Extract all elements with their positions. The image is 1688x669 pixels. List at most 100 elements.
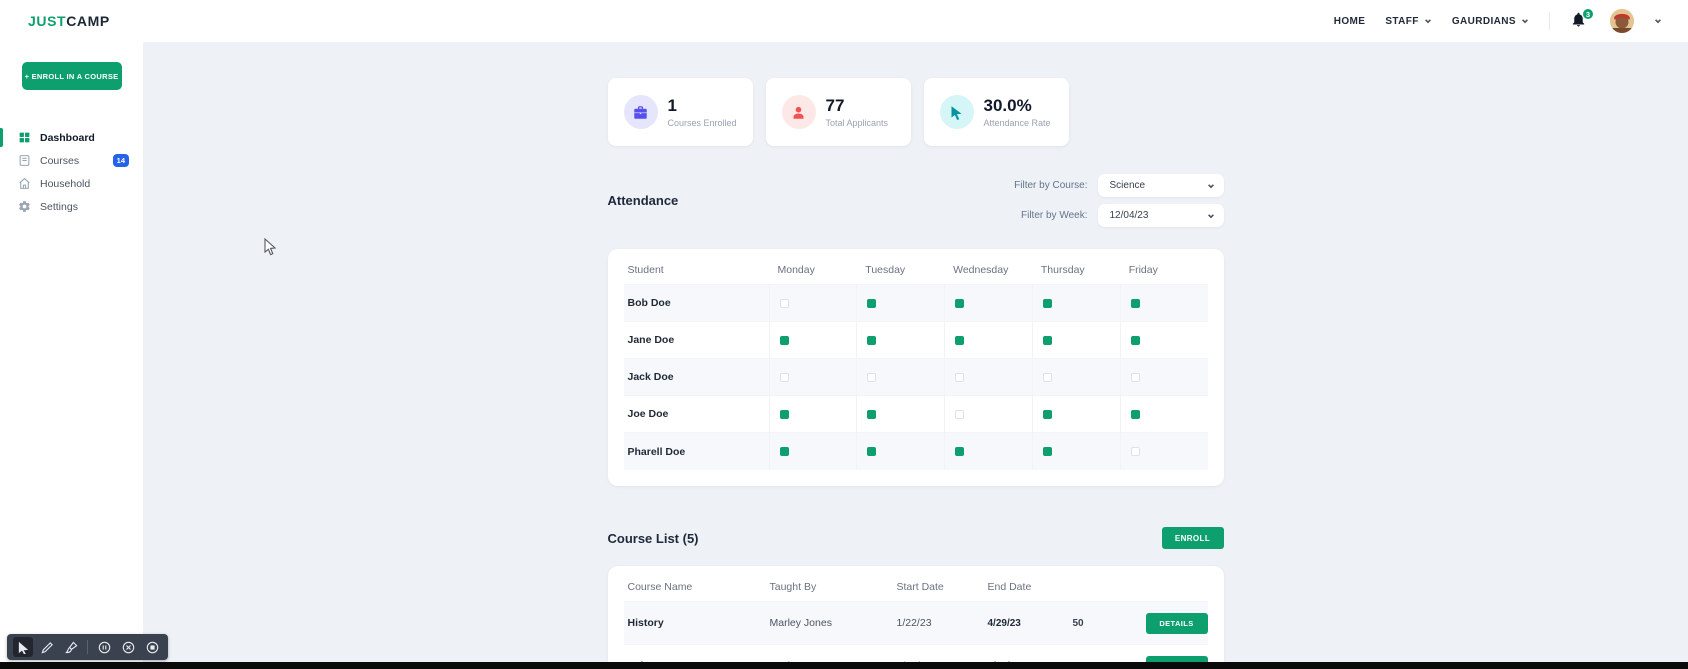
sidebar-item-label: Dashboard [40,131,95,144]
attendance-checkbox-checked[interactable] [1042,335,1052,345]
course-end-date: 4/29/23 [987,617,1021,629]
attendance-checkbox-checked[interactable] [867,335,877,345]
sidebar-item-settings[interactable]: Settings [0,195,143,218]
attendance-checkbox-checked[interactable] [867,298,877,308]
student-name: Jane Doe [627,334,675,346]
attendance-day-cell [768,396,857,432]
pause-icon[interactable] [94,637,114,657]
student-name: Bob Doe [627,297,671,309]
attendance-row: Joe Doe [623,396,1208,433]
column-header-student: Student [627,263,664,276]
nav-guardians-label: GAURDIANS [1451,15,1516,27]
nav-staff[interactable]: STAFF [1385,16,1431,27]
attendance-day-cell [944,396,1032,432]
attendance-checkbox-unchecked[interactable] [1130,372,1140,382]
details-button[interactable]: DETAILS [1145,612,1208,634]
brush-tool-icon[interactable] [61,637,81,657]
chevron-down-icon [1424,19,1431,24]
top-nav: JUSTCAMP HOME STAFF GAURDIANS 3 [0,0,1688,42]
attendance-checkbox-unchecked[interactable] [1042,372,1052,382]
stat-value: 30.0% [983,96,1032,116]
stat-card-total-applicants: 77 Total Applicants [765,78,911,146]
attendance-day-cell [856,322,944,358]
student-name: Pharell Doe [627,445,686,458]
brand-logo-just: JUST [28,13,67,29]
user-avatar[interactable] [1610,9,1634,33]
attendance-day-cell [856,285,944,321]
attendance-checkbox-unchecked[interactable] [955,372,965,382]
enroll-in-course-button[interactable]: + ENROLL IN A COURSE [21,62,122,90]
attendance-checkbox-unchecked[interactable] [867,372,877,382]
filter-course-select[interactable]: Science [1097,174,1224,197]
column-header-wednesday: Wednesday [953,263,1009,276]
avatar-image [1610,9,1634,33]
sidebar-item-household[interactable]: Household [0,172,143,195]
column-header-course-name: Course Name [627,580,693,593]
stop-icon[interactable] [142,637,162,657]
attendance-day-cell [944,322,1032,358]
student-name: Jack Doe [627,371,674,383]
stat-label: Total Applicants [825,117,889,128]
attendance-checkbox-checked[interactable] [1042,409,1052,419]
screen-edge-bar [0,662,1688,669]
cursor-icon [939,95,974,129]
nav-staff-label: STAFF [1385,15,1419,27]
attendance-checkbox-checked[interactable] [1042,298,1052,308]
nav-home[interactable]: HOME [1334,16,1366,27]
attendance-checkbox-checked[interactable] [1130,409,1140,419]
course-rows: History Marley Jones 1/22/23 4/29/23 50 DETAI… [623,602,1208,669]
sidebar-item-label: Courses [40,154,80,167]
attendance-day-cell [1119,433,1208,470]
close-icon[interactable] [118,637,138,657]
attendance-checkbox-checked[interactable] [955,447,965,456]
attendance-checkbox-checked[interactable] [955,298,965,308]
grid-icon [18,131,31,144]
sidebar-item-courses[interactable]: Courses 14 [0,149,143,172]
attendance-row: Jane Doe [623,322,1208,359]
course-row: History Marley Jones 1/22/23 4/29/23 50 DETAI… [623,602,1208,645]
attendance-checkbox-unchecked[interactable] [1130,447,1140,456]
brand-logo-camp: CAMP [66,13,110,29]
course-taught-by: Marley Jones [769,617,832,629]
nav-guardians[interactable]: GAURDIANS [1452,16,1529,27]
student-name: Joe Doe [627,408,669,420]
attendance-checkbox-checked[interactable] [1130,335,1140,345]
sidebar-item-label: Settings [40,200,78,213]
attendance-checkbox-checked[interactable] [779,447,789,456]
gear-icon [18,200,31,213]
attendance-checkbox-checked[interactable] [779,409,789,419]
chevron-down-icon [1522,19,1528,24]
chevron-down-icon[interactable] [1654,17,1662,25]
notifications-button[interactable]: 3 [1570,8,1594,31]
column-header-taught-by: Taught By [769,580,817,593]
attendance-day-cell [1119,359,1208,395]
pencil-tool-icon[interactable] [37,637,57,657]
attendance-day-cell [1119,396,1208,432]
stat-card-attendance-rate: 30.0% Attendance Rate [923,78,1069,146]
stat-value: 77 [825,96,845,116]
attendance-checkbox-unchecked[interactable] [955,409,965,419]
attendance-section-head: Attendance Filter by Course: Science Fil… [608,174,1224,227]
cursor-tool-icon[interactable] [13,637,33,657]
attendance-table: Student Monday Tuesday Wednesday Thursda… [607,249,1224,486]
attendance-checkbox-checked[interactable] [1042,447,1052,456]
attendance-checkbox-unchecked[interactable] [779,298,789,308]
attendance-checkbox-checked[interactable] [1130,298,1140,308]
attendance-checkbox-checked[interactable] [955,335,965,345]
attendance-checkbox-unchecked[interactable] [779,372,789,382]
attendance-checkbox-checked[interactable] [867,409,877,419]
filter-course-value: Science [1109,180,1146,191]
attendance-day-cell [1119,285,1208,321]
attendance-rows: Bob Doe Jane Doe Jack Doe Joe Doe Pharell Do… [623,285,1208,470]
attendance-day-cell [1119,322,1208,358]
attendance-day-cell [1031,322,1120,358]
filter-week-select[interactable]: 12/04/23 [1097,204,1224,227]
attendance-day-cell [856,396,944,432]
course-header-row: Course Name Taught By Start Date End Dat… [623,572,1208,602]
attendance-checkbox-checked[interactable] [867,447,877,456]
attendance-day-cell [768,322,857,358]
enroll-button[interactable]: ENROLL [1161,527,1224,549]
sidebar-item-dashboard[interactable]: Dashboard [0,126,143,149]
attendance-checkbox-checked[interactable] [779,335,789,345]
stat-label: Courses Enrolled [667,117,737,128]
